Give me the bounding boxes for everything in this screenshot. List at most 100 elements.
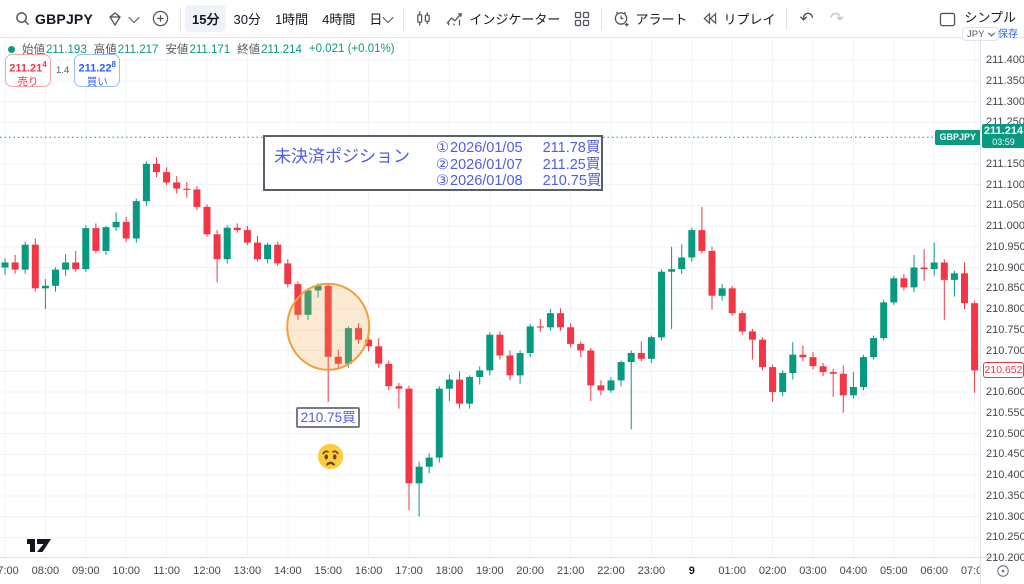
time-label: 21:00 (556, 565, 585, 577)
time-label: 01:00 (718, 565, 746, 577)
price-axis[interactable]: 211.214 03:59 210.652 211.400 211.350 211.… (980, 38, 1024, 564)
time-label: 08:00 (31, 565, 60, 577)
price-scale-currency-button[interactable]: JPY (962, 27, 1000, 41)
time-label: 11:00 (153, 565, 180, 577)
price-tick: 210.800 (986, 303, 1024, 315)
low-label: 安値 (165, 44, 189, 56)
crosshair-target-icon[interactable] (996, 564, 1010, 578)
high-value: 211.217 (117, 44, 159, 56)
price-tick: 210.450 (986, 448, 1024, 461)
layout-name[interactable]: シンプル (964, 9, 1016, 25)
ohlc-legend: 始値211.193 高値211.217 安値211.171 終値211.214 … (8, 41, 395, 57)
close-value: 211.214 (261, 44, 302, 56)
price-tick: 210.850 (986, 282, 1024, 295)
axis-corner (980, 557, 1024, 584)
series-status-dot (8, 45, 15, 53)
time-label: 13:00 (233, 565, 262, 577)
toolbar-separator (180, 7, 181, 30)
redo-button[interactable]: ↷ (829, 8, 844, 28)
symbol-name: GBPJPY (35, 10, 93, 27)
indicators-icon (446, 12, 463, 25)
broker-gem-button[interactable] (100, 7, 145, 31)
save-button[interactable]: 保存 (998, 28, 1018, 40)
price-tick: 211.350 (986, 74, 1024, 87)
position-row: ③ 2026/01/08 210.75買 (436, 173, 602, 189)
annotation-title: 未決済ポジション (274, 147, 410, 166)
price-tick: 210.900 (986, 261, 1024, 274)
replay-rewind-icon (703, 12, 717, 25)
toolbar-separator (403, 7, 405, 30)
trade-panel: 211.214 売り 1.4 211.228 買い (5, 54, 121, 88)
price-tick: 211.250 (986, 116, 1024, 129)
compare-add-button[interactable] (145, 6, 176, 31)
price-tick: 211.100 (986, 178, 1024, 191)
time-label: 04:00 (839, 565, 868, 577)
position-row: ② 2026/01/07 211.25買 (436, 156, 601, 173)
time-label: 05:00 (880, 565, 908, 577)
time-label: 22:00 (597, 565, 625, 577)
open-value: 211.193 (46, 44, 87, 56)
time-label: 09:00 (72, 565, 100, 577)
time-label: 03:00 (799, 565, 827, 577)
price-tick: 210.550 (986, 406, 1024, 419)
time-axis[interactable]: 07:00 08:00 09:00 10:00 11:00 12:00 13:00 14:00… (0, 557, 980, 584)
bar-countdown: 03:59 (992, 137, 1015, 148)
timeframe-15m[interactable]: 15分 (185, 5, 227, 32)
high-label: 高値 (93, 44, 117, 56)
time-label: 14:00 (274, 565, 302, 577)
position-row: ① 2026/01/05 211.78買 (436, 140, 601, 156)
price-tick: 210.500 (986, 427, 1024, 440)
change-value: +0.021 (+0.01%) (308, 43, 395, 55)
price-tick: 211.000 (986, 220, 1024, 232)
time-label: 20:00 (516, 565, 544, 577)
live-price-badge: 211.214 03:59 (982, 124, 1024, 149)
timeframe-4h[interactable]: 4時間 (322, 12, 356, 27)
price-tick: 210.350 (986, 489, 1024, 502)
anguished-face-emoji[interactable] (317, 443, 344, 470)
close-label: 終値 (237, 44, 261, 56)
time-label: 18:00 (435, 565, 464, 577)
low-value: 211.171 (189, 44, 231, 56)
symbol-search-button[interactable]: GBPJPY (8, 7, 100, 31)
price-tick: 210.600 (986, 386, 1024, 398)
plus-circle-icon (152, 10, 169, 27)
top-toolbar: GBPJPY 15分 30分 1時間 4時間 日 インジケーター (0, 0, 1024, 40)
price-tick: 211.150 (986, 157, 1024, 170)
live-price-symbol-tag: GBPJPY (935, 129, 980, 145)
time-label: 12:00 (193, 565, 221, 577)
grid-icon (575, 11, 590, 26)
candlestick-style-icon (417, 11, 431, 26)
time-label: 15:00 (314, 565, 342, 577)
time-label: 23:00 (637, 565, 666, 577)
open-positions-annotation[interactable]: 未決済ポジション ① 2026/01/05 211.78買 ② 2026/01/07 21… (263, 135, 603, 191)
price-tick: 210.950 (986, 240, 1024, 253)
toolbar-separator (601, 7, 603, 30)
time-label: 07:00 (960, 565, 980, 577)
time-label: 02:00 (758, 565, 787, 577)
price-tick: 211.300 (986, 95, 1024, 108)
alert-button[interactable]: アラート (606, 5, 694, 32)
timeframe-1h[interactable]: 1時間 (274, 12, 309, 27)
layout-square-icon[interactable] (939, 12, 956, 27)
timeframe-1d[interactable]: 日 (362, 5, 399, 32)
replay-button[interactable]: リプレイ (694, 5, 782, 32)
chart-style-button[interactable] (408, 6, 439, 31)
time-label: 06:00 (920, 565, 948, 577)
candlestick-chart[interactable] (0, 38, 980, 557)
time-label: 17:00 (395, 565, 423, 577)
tradingview-logo[interactable] (26, 538, 53, 553)
price-tick: 210.300 (986, 510, 1024, 523)
buy-price-callout[interactable]: 210.75買 (296, 406, 361, 428)
price-tick: 211.400 (986, 54, 1024, 66)
toolbar-separator (786, 7, 788, 30)
timeframe-30m[interactable]: 30分 (233, 12, 261, 27)
spread-value: 1.4 (56, 65, 70, 76)
chevron-down-icon (988, 29, 996, 37)
grid-layout-button[interactable] (567, 7, 597, 31)
buy-button[interactable]: 211.228 買い (74, 54, 121, 88)
sell-button[interactable]: 211.214 売り (5, 54, 51, 88)
chart-pane[interactable]: 始値211.193 高値211.217 安値211.171 終値 211.214 … (0, 38, 980, 557)
indicators-button[interactable]: インジケーター (439, 5, 567, 32)
undo-button[interactable]: ↶ (799, 8, 814, 28)
